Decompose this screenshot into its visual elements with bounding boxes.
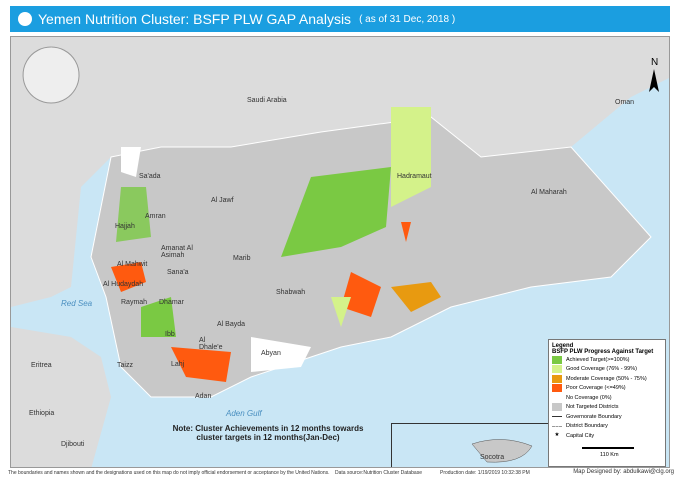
label-amanat-al-asimah: Amanat Al Asimah — [161, 245, 193, 259]
socotra-inset: Socotra — [391, 423, 553, 467]
label-hajjah: Hajjah — [115, 223, 135, 230]
north-arrow-icon — [649, 69, 659, 92]
ibb-achieved — [141, 297, 176, 337]
legend: Legend BSFP PLW Progress Against Target … — [548, 339, 666, 467]
scale-bar — [582, 446, 634, 449]
label-eritrea: Eritrea — [31, 362, 52, 369]
label-hadramaut: Hadramaut — [397, 173, 432, 180]
horn-of-africa-land — [11, 327, 111, 467]
yemen-not-targeted — [90, 116, 652, 398]
label-lahj: Lahj — [171, 361, 185, 368]
map-title: Yemen Nutrition Cluster: BSFP PLW GAP An… — [38, 11, 352, 27]
label-ibb: Ibb — [165, 331, 175, 338]
label-amran: Amran — [145, 213, 166, 220]
label-al-hudaydah: Al Hudaydah — [103, 281, 144, 288]
label-saada: Sa'ada — [139, 173, 161, 180]
cluster-logo-icon — [18, 12, 32, 26]
label-taizz: Taizz — [117, 362, 133, 369]
achieved-area — [281, 167, 391, 257]
legend-item: Moderate Coverage (50% - 75%) — [552, 374, 662, 384]
socotra-map — [471, 439, 533, 463]
locator-globe — [22, 46, 80, 104]
saada-no-coverage — [121, 147, 141, 177]
lahj-poor — [171, 347, 231, 382]
footer-disclaimer: The boundaries and names shown and the d… — [8, 470, 330, 476]
legend-item: Poor Coverage (<=49%) — [552, 384, 662, 394]
legend-district-boundary: District Boundary — [552, 422, 662, 432]
legend-item: No Coverage (0%) — [552, 393, 662, 403]
legend-title: Legend — [552, 343, 574, 349]
label-socotra: Socotra — [480, 454, 505, 461]
saudi-oman-land — [11, 37, 669, 307]
capital-star-icon: ★ — [554, 431, 560, 438]
legend-gov-boundary: Governorate Boundary — [552, 412, 662, 422]
moderate-area — [391, 282, 441, 312]
label-oman: Oman — [615, 99, 635, 106]
legend-item: Not Targeted Districts — [552, 403, 662, 413]
footer-date: Production date: 1/19/2019 10:32:38 PM — [440, 470, 530, 476]
label-shabwah: Shabwah — [276, 289, 306, 296]
abyan-no-coverage — [251, 337, 311, 372]
title-bar: Yemen Nutrition Cluster: BSFP PLW GAP An… — [10, 6, 670, 32]
label-al-dhalee: Al Dhale'e — [199, 337, 223, 351]
footer-source: Data source:Nutrition Cluster Database — [335, 470, 422, 476]
map-date: ( as of 31 Dec, 2018 ) — [359, 13, 456, 25]
label-djibouti: Djibouti — [61, 441, 85, 448]
label-ethiopia: Ethiopia — [29, 410, 55, 417]
hudaydah-poor — [111, 262, 146, 292]
label-marib: Marib — [233, 255, 251, 262]
label-raymah: Raymah — [121, 299, 148, 306]
good-area — [331, 297, 351, 327]
legend-item: Good Coverage (76% - 99%) — [552, 365, 662, 375]
hadramaut-good — [391, 107, 431, 207]
label-abyan: Abyan — [261, 350, 281, 357]
poor-area — [341, 272, 381, 317]
label-al-bayda: Al Bayda — [217, 321, 246, 328]
label-al-maharah: Al Maharah — [531, 189, 567, 196]
label-adan: Adan — [195, 393, 212, 400]
label-dhamar: Dhamar — [159, 299, 184, 306]
legend-subtitle: BSFP PLW Progress Against Target — [552, 349, 654, 355]
label-red-sea: Red Sea — [61, 299, 93, 308]
poor-area — [401, 222, 411, 242]
north-arrow-label: N — [651, 57, 658, 68]
hajjah-achieved — [116, 187, 151, 242]
scale-label: 110 Km — [600, 451, 619, 458]
label-al-mahwit: Al Mahwit — [117, 261, 148, 268]
label-al-jawf: Al Jawf — [211, 197, 234, 204]
map-note: Note: Cluster Achievements in 12 months … — [172, 424, 364, 442]
legend-item: Achieved Target(>=100%) — [552, 355, 662, 365]
label-sanaa: Sana'a — [167, 269, 189, 276]
footer-designer: Map Designed by: abdulkawi@clg.org — [573, 469, 674, 475]
label-saudi-arabia: Saudi Arabia — [247, 97, 287, 104]
legend-capital: ★ Capital City — [552, 431, 662, 441]
label-aden-gulf: Aden Gulf — [226, 409, 262, 418]
